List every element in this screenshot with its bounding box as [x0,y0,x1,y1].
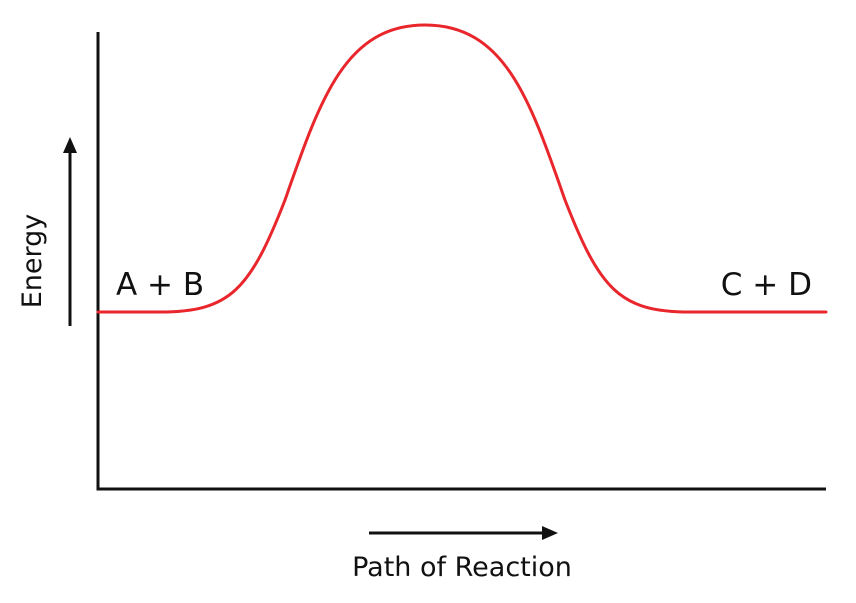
reactants-label: A + B [116,267,204,303]
products-label: C + D [721,267,812,303]
energy-arrow [63,137,77,326]
y-axis-label: Energy [17,214,48,309]
x-axis-label: Path of Reaction [352,552,572,583]
reaction-energy-curve [96,23,828,314]
reaction-path-arrow [369,526,558,540]
